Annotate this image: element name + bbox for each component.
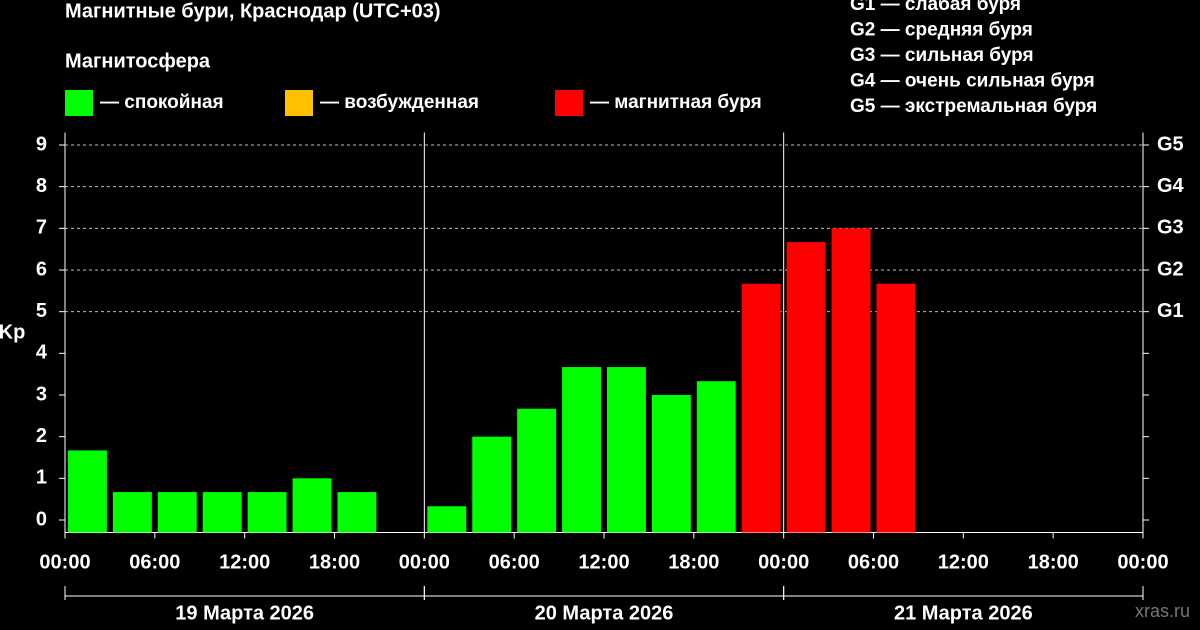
legend-swatch <box>65 90 93 116</box>
x-tick-label: 00:00 <box>399 551 450 573</box>
storm-scale-item: G3 — сильная буря <box>850 45 1034 66</box>
x-tick-label: 00:00 <box>758 551 809 573</box>
x-tick-label: 06:00 <box>489 551 540 573</box>
y-tick-label: 2 <box>36 425 47 447</box>
watermark: xras.ru <box>1135 601 1190 621</box>
y-tick-label: 6 <box>36 258 47 280</box>
bar <box>651 395 691 533</box>
bar <box>517 408 557 533</box>
y-tick-label: 1 <box>36 467 47 489</box>
legend-label: — возбужденная <box>320 92 479 113</box>
bar <box>337 492 377 533</box>
y-tick-label: 9 <box>36 133 47 155</box>
legend-label: — магнитная буря <box>590 92 762 113</box>
storm-scale-item: G5 — экстремальная буря <box>850 96 1097 117</box>
period-label: 19 Марта 2026 <box>175 602 314 624</box>
period-label: 20 Марта 2026 <box>535 602 674 624</box>
y-tick-label: 3 <box>36 383 47 405</box>
x-tick-label: 00:00 <box>1117 551 1168 573</box>
bar <box>472 436 512 533</box>
x-tick-label: 00:00 <box>39 551 90 573</box>
legend-swatch <box>285 90 313 116</box>
period-label: 21 Марта 2026 <box>894 602 1033 624</box>
legend-swatch <box>555 90 583 116</box>
bar <box>786 242 826 533</box>
y-tick-label: 8 <box>36 175 47 197</box>
y2-tick-label: G5 <box>1157 133 1184 155</box>
bar <box>247 492 287 533</box>
x-tick-label: 12:00 <box>938 551 989 573</box>
bar <box>562 367 601 533</box>
bar <box>741 283 781 533</box>
x-tick-label: 06:00 <box>848 551 899 573</box>
bar <box>292 478 332 533</box>
x-tick-label: 12:00 <box>219 551 270 573</box>
bar <box>607 367 646 533</box>
bar <box>427 506 467 533</box>
x-tick-label: 18:00 <box>309 551 360 573</box>
chart-title: Магнитные бури, Краснодар (UTC+03) <box>65 0 441 22</box>
y-axis-label: Kp <box>0 321 25 343</box>
bar <box>831 228 871 533</box>
x-tick-label: 06:00 <box>129 551 180 573</box>
y-tick-label: 5 <box>36 300 47 322</box>
y-tick-label: 4 <box>36 342 48 364</box>
y-tick-label: 0 <box>36 508 47 530</box>
x-tick-label: 12:00 <box>578 551 629 573</box>
storm-scale-item: G1 — слабая буря <box>850 0 1021 15</box>
y2-tick-label: G4 <box>1157 175 1185 197</box>
y-tick-label: 7 <box>36 217 47 239</box>
subtitle: Магнитосфера <box>65 50 211 72</box>
storm-scale-item: G4 — очень сильная буря <box>850 71 1095 92</box>
bar <box>68 450 107 533</box>
y2-tick-label: G3 <box>1157 217 1184 239</box>
x-tick-label: 18:00 <box>1028 551 1079 573</box>
storm-scale-item: G2 — средняя буря <box>850 20 1033 41</box>
legend-label: — спокойная <box>100 92 224 113</box>
y2-tick-label: G2 <box>1157 258 1184 280</box>
bar <box>157 492 197 533</box>
bar <box>876 283 916 533</box>
bar <box>202 492 242 533</box>
y2-tick-label: G1 <box>1157 300 1184 322</box>
bar <box>112 492 152 533</box>
bar <box>696 381 736 533</box>
x-tick-label: 18:00 <box>668 551 719 573</box>
